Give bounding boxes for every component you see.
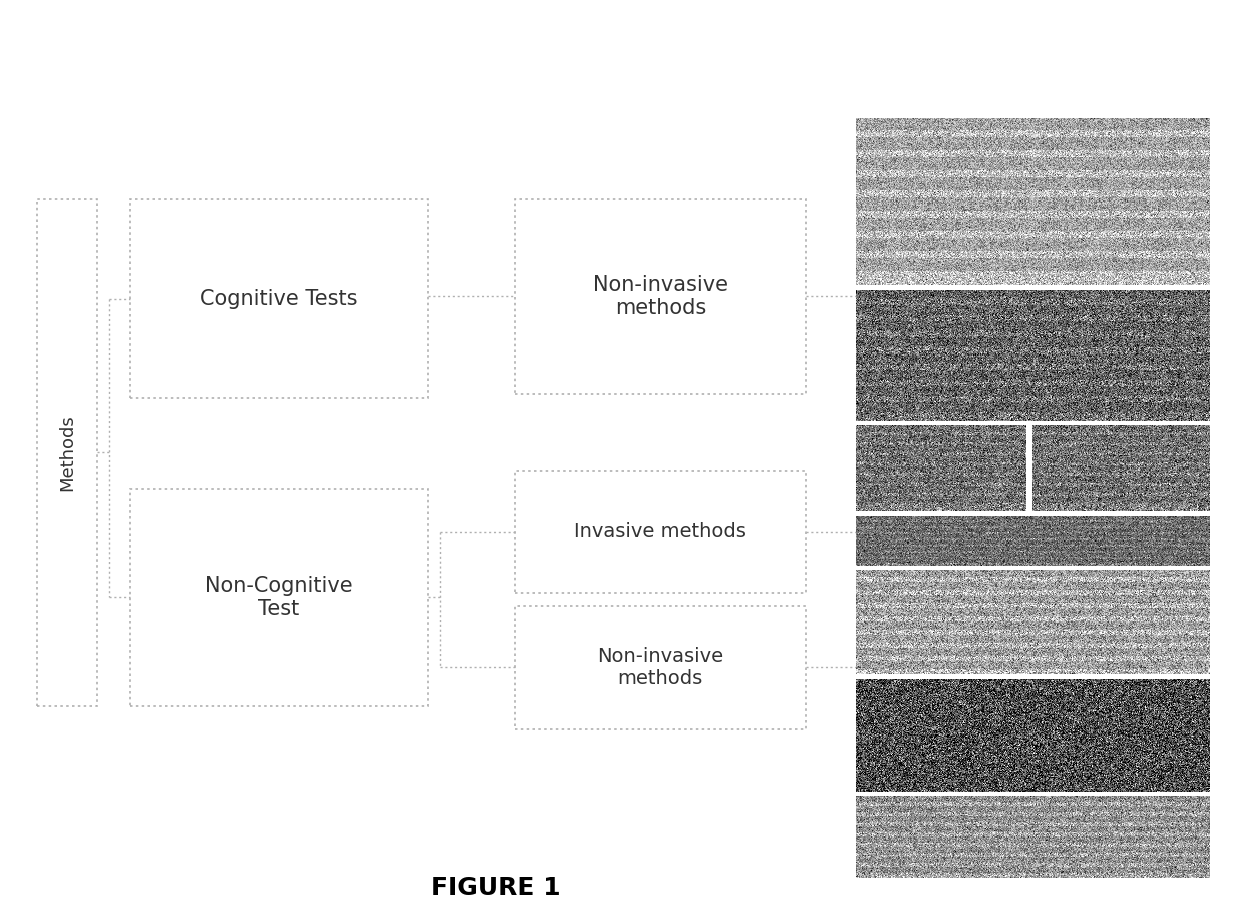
Text: Invasive methods: Invasive methods (574, 522, 746, 541)
FancyBboxPatch shape (130, 489, 428, 706)
Text: Methods: Methods (58, 414, 76, 491)
Text: Non-invasive
methods: Non-invasive methods (593, 275, 728, 318)
Text: FIGURE 1: FIGURE 1 (432, 876, 560, 900)
FancyBboxPatch shape (515, 199, 806, 394)
FancyBboxPatch shape (515, 606, 806, 729)
FancyBboxPatch shape (515, 471, 806, 593)
FancyBboxPatch shape (37, 199, 97, 706)
Text: Non-Cognitive
Test: Non-Cognitive Test (205, 576, 353, 619)
Text: Non-invasive
methods: Non-invasive methods (598, 647, 723, 688)
FancyBboxPatch shape (130, 199, 428, 398)
Text: Cognitive Tests: Cognitive Tests (200, 289, 358, 309)
